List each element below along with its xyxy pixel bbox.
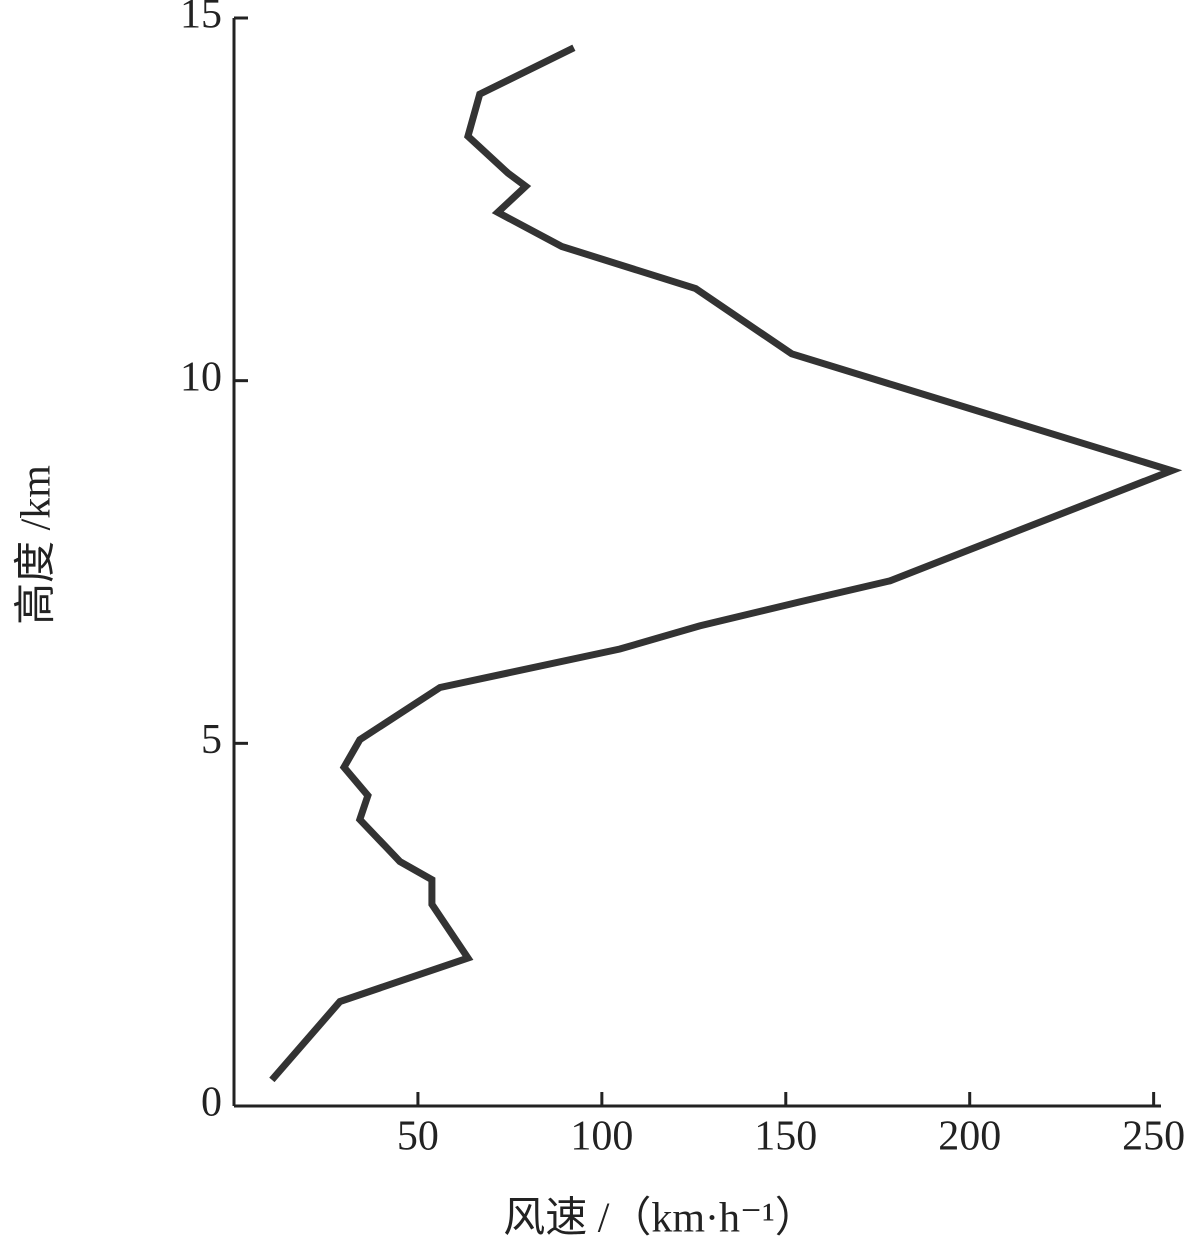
y-tick-label: 5 <box>201 717 222 763</box>
x-tick-label: 100 <box>570 1114 633 1160</box>
y-tick-label: 10 <box>180 354 222 400</box>
x-tick-label: 150 <box>754 1114 817 1160</box>
x-axis-label: 风速 /（km·h⁻¹） <box>503 1196 817 1242</box>
y-axis-label: 高度 /km <box>14 465 60 625</box>
line-series <box>269 44 1183 1083</box>
y-tick-label: 15 <box>180 0 222 38</box>
x-tick-label: 250 <box>1122 1114 1185 1160</box>
x-tick-label: 200 <box>938 1114 1001 1160</box>
x-tick-label: 50 <box>397 1114 439 1160</box>
y-tick-label: 0 <box>201 1080 222 1126</box>
